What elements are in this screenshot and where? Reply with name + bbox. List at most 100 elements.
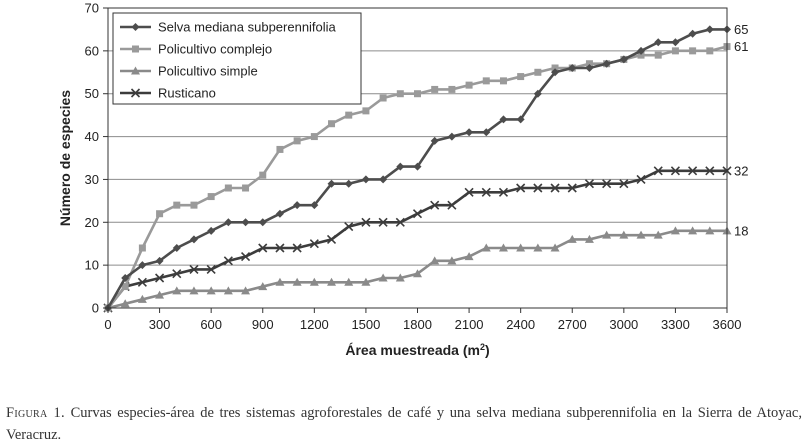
legend-swatch-marker: [131, 23, 140, 31]
legend-item: Policultivo complejo: [120, 42, 272, 57]
data-point: [653, 230, 663, 239]
data-point: [448, 85, 456, 93]
data-point: [189, 235, 198, 244]
data-point: [361, 217, 371, 227]
data-point: [207, 226, 216, 235]
end-label: 65: [734, 22, 748, 37]
x-tick-label: 3000: [609, 317, 638, 332]
data-point: [242, 184, 250, 192]
data-point: [293, 201, 302, 210]
x-tick-label: 300: [149, 317, 171, 332]
data-point: [465, 81, 473, 89]
data-point: [567, 183, 577, 193]
data-point: [310, 201, 319, 210]
x-axis-title-close: ): [485, 342, 490, 358]
x-axis-title-superscript: 2: [480, 342, 485, 352]
x-tick-label: 3300: [661, 317, 690, 332]
data-point: [275, 277, 285, 286]
data-point: [190, 201, 198, 209]
data-point: [430, 136, 439, 145]
data-point: [482, 77, 490, 85]
data-point: [464, 252, 474, 261]
data-point: [705, 226, 715, 235]
data-point: [137, 277, 147, 287]
data-point: [447, 256, 457, 265]
data-point: [362, 107, 370, 115]
data-point: [447, 132, 456, 141]
data-point: [654, 51, 662, 59]
data-point: [671, 38, 680, 47]
data-point: [155, 273, 165, 283]
data-point: [602, 230, 612, 239]
data-point: [258, 282, 268, 291]
data-point: [189, 286, 199, 295]
data-point: [670, 166, 680, 176]
data-point: [533, 243, 543, 252]
data-point: [688, 29, 697, 38]
figure-caption-text: Curvas especies-área de tres sistemas ag…: [6, 405, 802, 443]
data-point: [534, 68, 542, 76]
data-point: [328, 120, 336, 128]
data-point: [481, 187, 491, 197]
x-tick-label: 1500: [351, 317, 380, 332]
series-line: [106, 169, 727, 309]
data-point: [223, 256, 233, 266]
data-point: [499, 115, 508, 124]
data-point: [602, 59, 611, 68]
data-point: [585, 64, 594, 72]
y-tick-label: 50: [85, 86, 99, 101]
data-point: [396, 90, 404, 98]
legend-swatch-marker: [132, 45, 139, 53]
data-point: [327, 179, 336, 188]
data-point: [275, 209, 284, 218]
data-point: [379, 175, 388, 184]
end-label: 61: [734, 39, 748, 54]
data-point: [517, 73, 525, 81]
data-point: [396, 162, 405, 171]
data-point: [653, 166, 663, 176]
data-point: [705, 25, 714, 34]
data-point: [378, 217, 388, 227]
data-point: [550, 243, 560, 252]
data-point: [551, 64, 559, 72]
end-label: 18: [734, 223, 748, 238]
legend-box: [112, 12, 362, 105]
data-point: [516, 243, 526, 252]
data-point: [224, 218, 233, 227]
legend-swatch-marker: [131, 66, 140, 75]
data-point: [378, 273, 388, 282]
figure-caption: Figura 1. Curvas especies-área de tres s…: [6, 402, 802, 446]
data-point: [533, 183, 543, 193]
series-triangle: [103, 226, 732, 312]
y-tick-label: 20: [85, 215, 99, 230]
data-point: [155, 290, 165, 299]
data-point: [464, 187, 474, 197]
data-point: [327, 277, 337, 286]
figure-label: Figura 1.: [6, 405, 65, 421]
y-tick-label: 30: [85, 172, 99, 187]
data-point: [309, 239, 319, 249]
data-point: [275, 243, 285, 253]
data-point: [414, 90, 421, 98]
data-point: [636, 174, 646, 184]
data-point: [551, 68, 560, 77]
data-point: [258, 243, 268, 253]
data-point: [413, 162, 422, 171]
data-point: [431, 85, 439, 93]
data-point: [379, 94, 387, 102]
data-point: [567, 234, 577, 243]
data-point: [689, 47, 697, 55]
data-point: [155, 256, 164, 265]
legend-label: Policultivo simple: [158, 64, 258, 79]
data-point: [309, 277, 319, 286]
legend-item: Selva mediana subperennifolia: [120, 20, 337, 35]
data-point: [706, 47, 714, 55]
data-point: [345, 111, 353, 119]
data-point: [498, 243, 508, 252]
data-point: [465, 128, 474, 137]
data-point: [240, 252, 251, 262]
data-point: [430, 200, 440, 210]
data-point: [430, 256, 440, 265]
x-tick-label: 2700: [558, 317, 587, 332]
data-point: [206, 286, 216, 295]
